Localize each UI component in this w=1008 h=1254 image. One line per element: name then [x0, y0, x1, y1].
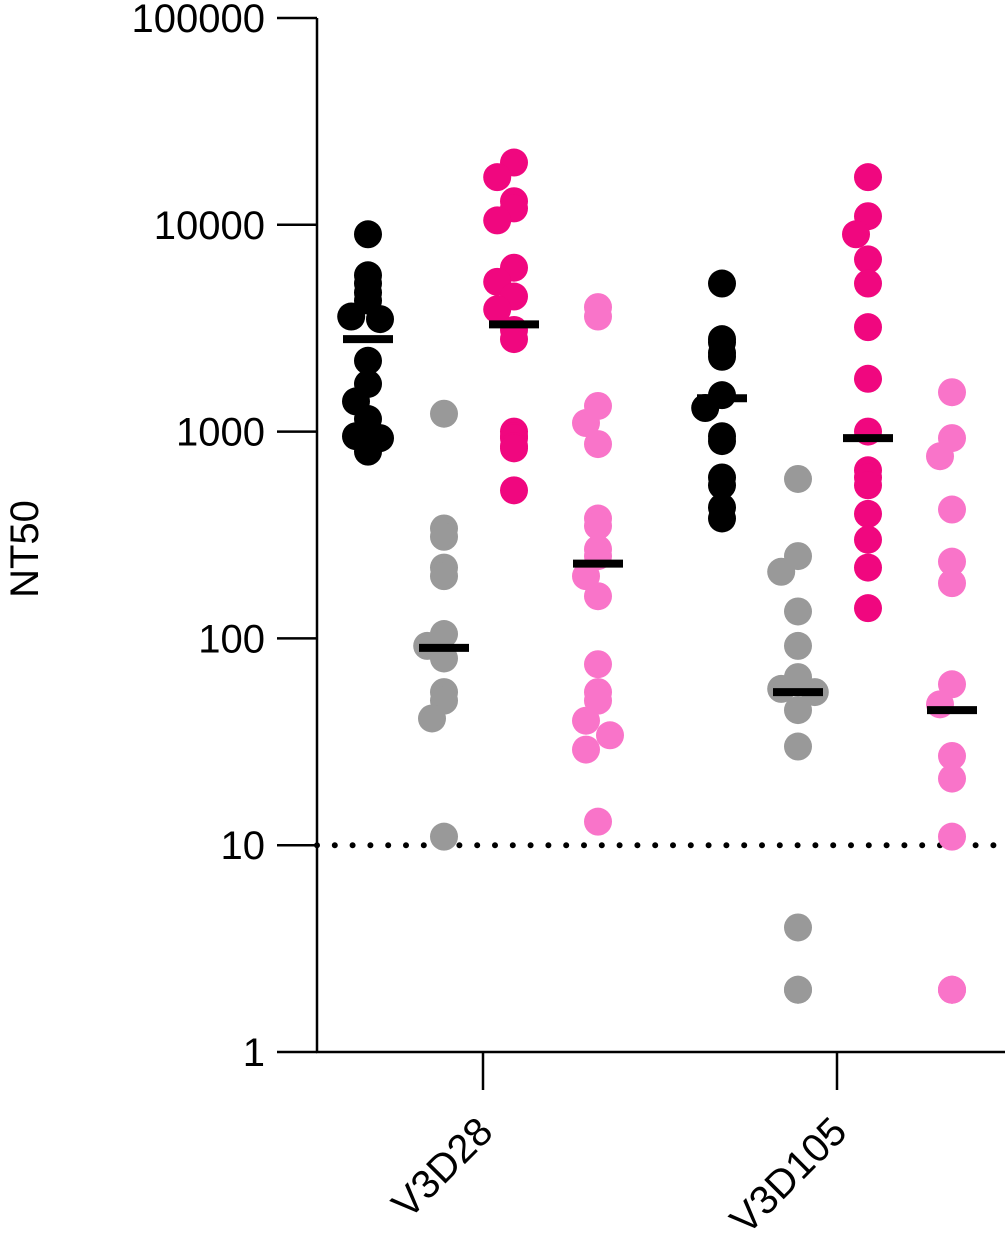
data-point: [938, 764, 966, 793]
y-tick-label: 10000: [154, 204, 265, 248]
data-point: [854, 525, 882, 554]
data-point: [418, 704, 446, 733]
data-point: [938, 378, 966, 407]
data-point: [584, 511, 612, 540]
data-point: [708, 427, 736, 456]
data-point: [584, 807, 612, 836]
data-point: [572, 735, 600, 764]
data-point: [584, 650, 612, 679]
data-point: [430, 522, 458, 551]
data-point: [500, 476, 528, 505]
data-point: [784, 732, 812, 761]
data-point: [938, 569, 966, 598]
data-point: [500, 434, 528, 463]
data-point: [854, 471, 882, 500]
y-tick-label: 1000: [176, 411, 265, 455]
data-point: [938, 741, 966, 770]
data-point: [784, 975, 812, 1004]
data-point: [337, 302, 366, 331]
data-point: [430, 822, 458, 851]
data-point: [483, 206, 512, 235]
data-point: [854, 269, 882, 298]
data-point: [854, 594, 882, 623]
data-point: [854, 499, 882, 528]
data-point: [708, 471, 736, 500]
data-point: [938, 495, 966, 524]
data-point: [354, 220, 382, 249]
data-point: [483, 163, 512, 192]
data-point: [354, 346, 382, 375]
data-point: [354, 437, 382, 466]
data-point: [926, 690, 954, 719]
data-point: [784, 696, 812, 725]
points-layer: [337, 148, 966, 1004]
y-axis-title: NT50: [3, 500, 47, 598]
data-point: [596, 721, 624, 750]
data-point: [430, 399, 458, 428]
data-point: [572, 706, 600, 735]
data-point: [366, 305, 394, 334]
data-point: [708, 504, 736, 533]
data-point: [784, 464, 812, 493]
x-tick-label: V3D105: [722, 1109, 855, 1242]
data-point: [784, 913, 812, 942]
data-point: [500, 325, 528, 354]
data-point: [584, 582, 612, 611]
data-point: [854, 313, 882, 342]
data-point: [784, 631, 812, 660]
data-point: [854, 364, 882, 393]
y-tick-label: 100: [198, 617, 265, 661]
data-point: [584, 430, 612, 459]
data-point: [938, 975, 966, 1004]
data-point: [842, 220, 870, 249]
data-point: [854, 163, 882, 192]
data-point: [854, 245, 882, 274]
y-tick-label: 1: [243, 1031, 265, 1075]
y-tick-label: 100000: [132, 0, 265, 41]
data-point: [926, 442, 954, 471]
x-tick-label: V3D28: [384, 1109, 502, 1227]
data-point: [854, 553, 882, 582]
data-point: [784, 597, 812, 626]
data-point: [430, 562, 458, 591]
median-layer: [343, 320, 977, 715]
data-point: [708, 269, 736, 298]
data-point: [938, 547, 966, 576]
data-point: [572, 409, 600, 438]
data-point: [584, 302, 612, 331]
data-point: [483, 295, 512, 324]
y-tick-label: 10: [221, 824, 266, 868]
data-point: [708, 342, 736, 371]
data-point: [767, 557, 796, 586]
data-point: [938, 822, 966, 851]
